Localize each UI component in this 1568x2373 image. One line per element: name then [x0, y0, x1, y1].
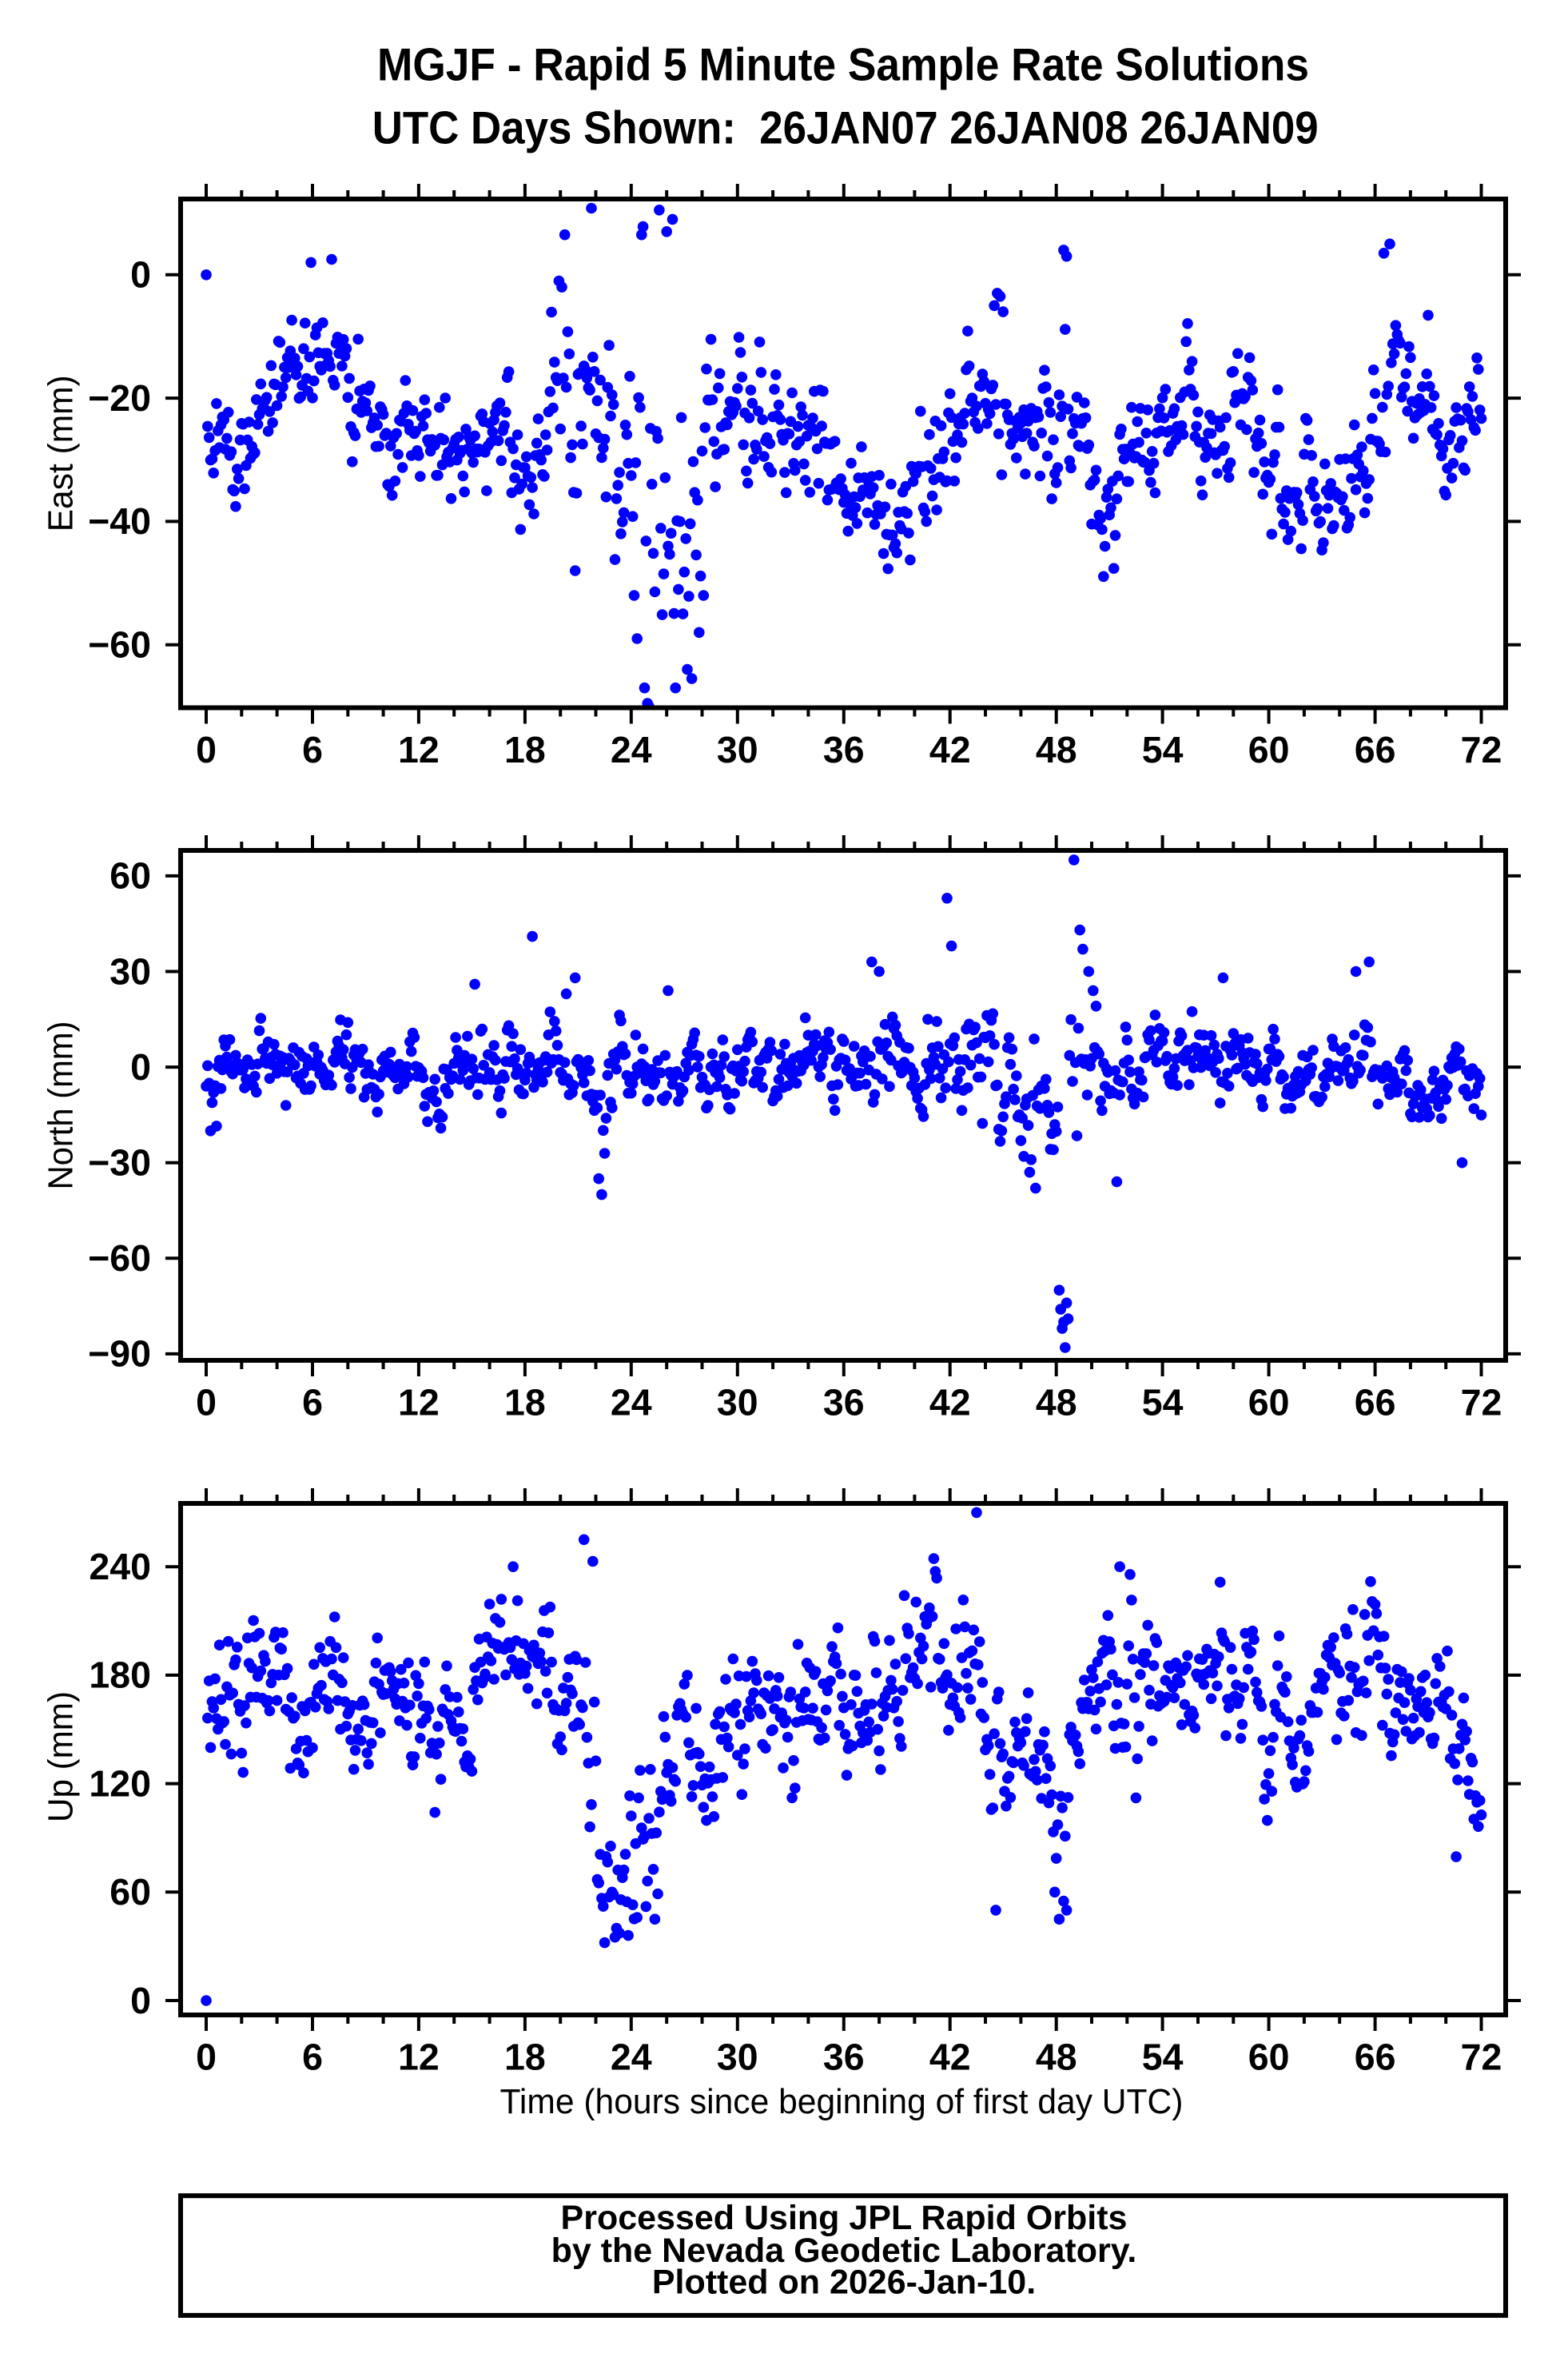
svg-text:12: 12: [398, 2036, 440, 2077]
svg-text:54: 54: [1142, 1381, 1184, 1423]
svg-text:18: 18: [504, 729, 546, 770]
svg-text:30: 30: [717, 729, 758, 770]
svg-text:72: 72: [1461, 1381, 1502, 1423]
svg-text:48: 48: [1036, 729, 1077, 770]
svg-text:North (mm): North (mm): [42, 1021, 81, 1190]
svg-text:48: 48: [1036, 1381, 1077, 1423]
svg-text:42: 42: [929, 2036, 971, 2077]
svg-text:−90: −90: [88, 1333, 151, 1375]
svg-text:UTC Days Shown: 26JAN07 26JAN: UTC Days Shown: 26JAN07 26JAN08 26JAN09: [372, 103, 1319, 154]
svg-text:60: 60: [1248, 2036, 1290, 2077]
svg-text:66: 66: [1355, 2036, 1396, 2077]
svg-text:by the Nevada Geodetic Laborat: by the Nevada Geodetic Laboratory.: [551, 2232, 1137, 2270]
svg-text:Time (hours since beginning of: Time (hours since beginning of first day…: [500, 2083, 1184, 2121]
svg-text:−60: −60: [88, 1237, 151, 1279]
svg-text:0: 0: [130, 1046, 151, 1088]
svg-text:60: 60: [109, 855, 151, 897]
svg-text:12: 12: [398, 1381, 440, 1423]
svg-text:30: 30: [109, 950, 151, 992]
svg-text:0: 0: [130, 1980, 151, 2021]
svg-text:60: 60: [109, 1871, 151, 1913]
svg-text:0: 0: [196, 729, 217, 770]
svg-text:Up (mm): Up (mm): [42, 1691, 81, 1822]
svg-text:Plotted on 2026-Jan-10.: Plotted on 2026-Jan-10.: [652, 2264, 1036, 2302]
svg-text:60: 60: [1248, 1381, 1290, 1423]
svg-text:−20: −20: [88, 377, 151, 419]
svg-text:18: 18: [504, 2036, 546, 2077]
svg-text:48: 48: [1036, 2036, 1077, 2077]
svg-text:0: 0: [196, 1381, 217, 1423]
svg-text:−60: −60: [88, 624, 151, 666]
svg-text:MGJF - Rapid 5 Minute Sample R: MGJF - Rapid 5 Minute Sample Rate Soluti…: [377, 40, 1309, 91]
svg-text:42: 42: [929, 1381, 971, 1423]
svg-text:0: 0: [130, 254, 151, 296]
svg-text:18: 18: [504, 1381, 546, 1423]
svg-text:12: 12: [398, 729, 440, 770]
svg-text:72: 72: [1461, 729, 1502, 770]
svg-text:−30: −30: [88, 1142, 151, 1184]
svg-text:30: 30: [717, 1381, 758, 1423]
svg-text:66: 66: [1355, 1381, 1396, 1423]
svg-text:30: 30: [717, 2036, 758, 2077]
svg-text:East (mm): East (mm): [42, 375, 81, 532]
svg-text:Processed Using JPL Rapid Orbi: Processed Using JPL Rapid Orbits: [561, 2199, 1128, 2237]
svg-text:240: 240: [89, 1546, 151, 1587]
svg-text:180: 180: [89, 1654, 151, 1696]
svg-text:36: 36: [823, 2036, 865, 2077]
svg-text:0: 0: [196, 2036, 217, 2077]
svg-text:54: 54: [1142, 2036, 1184, 2077]
svg-text:120: 120: [89, 1762, 151, 1804]
svg-text:72: 72: [1461, 2036, 1502, 2077]
svg-text:24: 24: [611, 1381, 652, 1423]
svg-text:−40: −40: [88, 500, 151, 542]
svg-text:24: 24: [611, 729, 652, 770]
svg-text:66: 66: [1355, 729, 1396, 770]
svg-text:36: 36: [823, 729, 865, 770]
svg-text:6: 6: [302, 1381, 323, 1423]
svg-text:24: 24: [611, 2036, 652, 2077]
svg-text:6: 6: [302, 2036, 323, 2077]
svg-text:36: 36: [823, 1381, 865, 1423]
svg-text:60: 60: [1248, 729, 1290, 770]
svg-text:54: 54: [1142, 729, 1184, 770]
svg-text:42: 42: [929, 729, 971, 770]
svg-text:6: 6: [302, 729, 323, 770]
